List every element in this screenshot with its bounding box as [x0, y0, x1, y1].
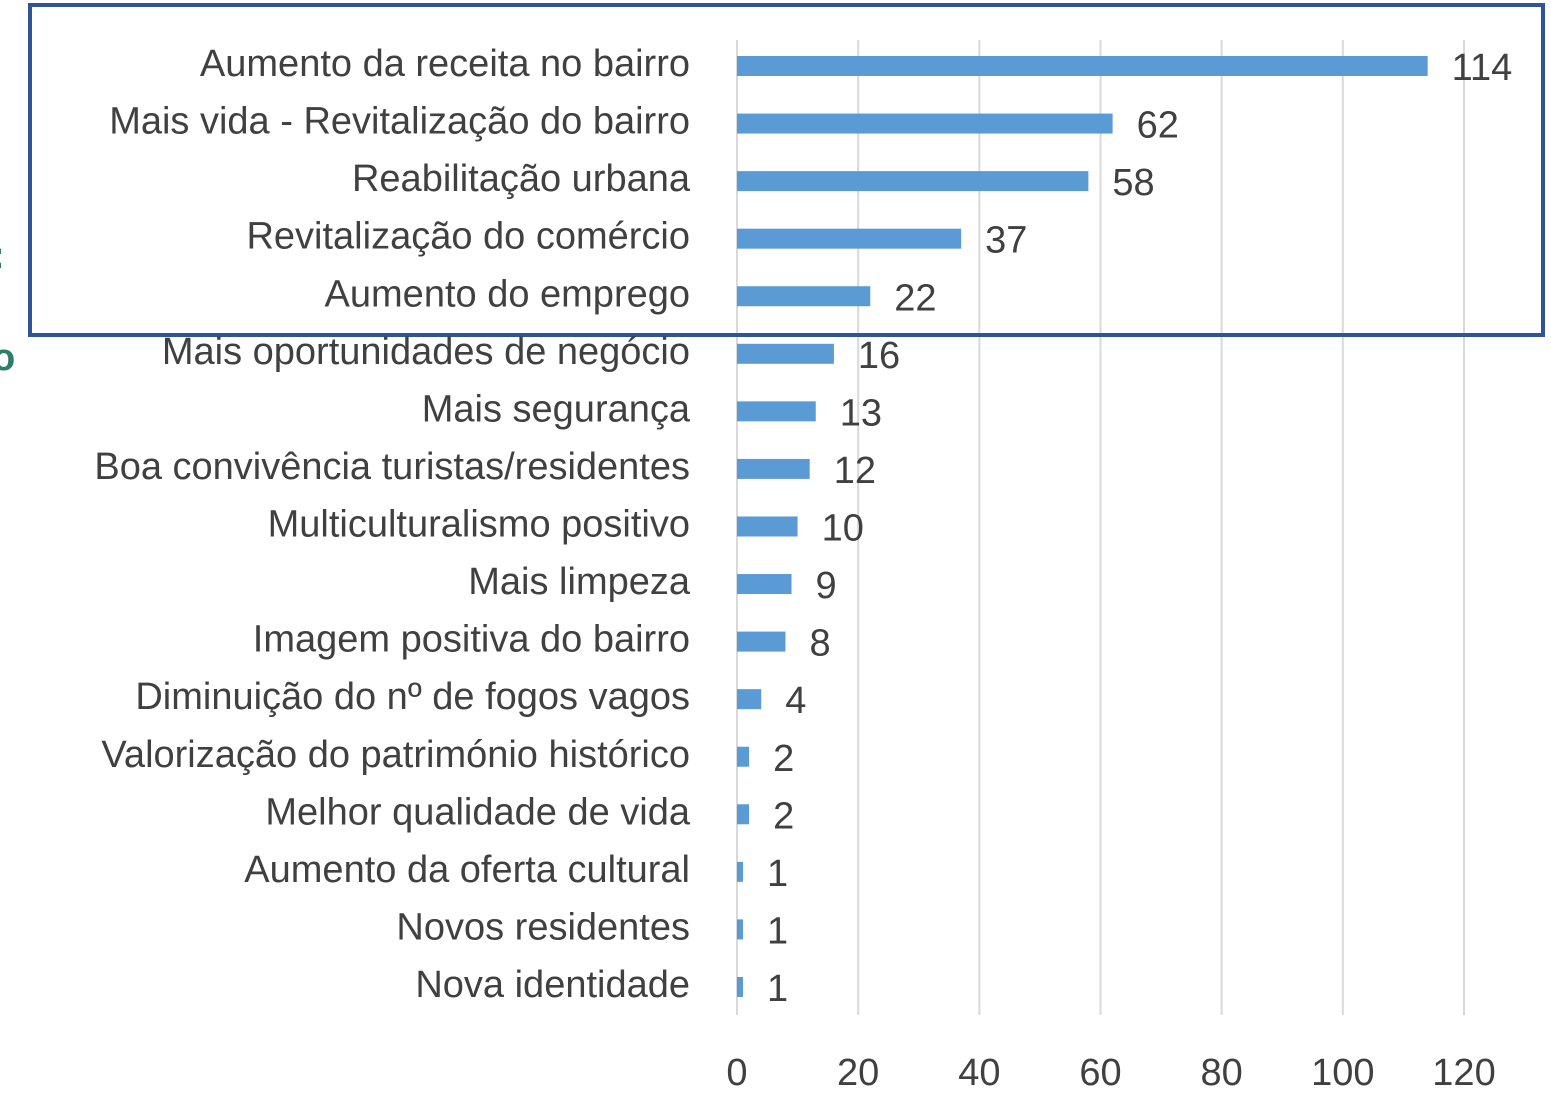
y-tick-label: Aumento da oferta cultural	[244, 849, 690, 891]
x-tick-label: 20	[837, 1052, 879, 1092]
value-label: 1	[767, 853, 788, 895]
x-tick-label: 100	[1311, 1052, 1374, 1092]
y-tick-label: Revitalização do comércio	[246, 216, 690, 258]
y-tick-label: Mais segurança	[422, 388, 691, 430]
y-tick-label: Mais limpeza	[468, 561, 691, 603]
value-label: 10	[822, 508, 864, 550]
y-tick-label: Aumento da receita no bairro	[200, 43, 690, 85]
value-label: 9	[816, 565, 837, 607]
y-tick-label: Aumento do emprego	[325, 273, 690, 315]
bar	[737, 171, 1089, 192]
value-label: 37	[985, 220, 1027, 262]
bar	[737, 689, 762, 710]
y-tick-label: Diminuição do nº de fogos vagos	[135, 676, 690, 718]
x-tick-label: 40	[958, 1052, 1000, 1092]
bar	[737, 228, 962, 249]
y-tick-label: Reabilitação urbana	[352, 158, 691, 200]
value-label: 1	[767, 910, 788, 952]
value-label: 22	[894, 277, 936, 319]
bar	[737, 56, 1428, 76]
value-label: 16	[858, 335, 900, 377]
bar	[737, 919, 744, 940]
bar	[737, 746, 750, 767]
bar	[737, 574, 792, 595]
y-tick-label: Imagem positiva do bairro	[253, 619, 690, 661]
bar	[737, 458, 810, 479]
y-tick-label: Multiculturalismo positivo	[268, 504, 690, 546]
y-tick-label: Mais oportunidades de negócio	[162, 331, 690, 373]
bar	[737, 113, 1113, 134]
bar	[737, 343, 834, 364]
value-label: 8	[809, 623, 830, 665]
x-tick-label: 60	[1079, 1052, 1121, 1092]
value-label: 2	[773, 795, 794, 837]
bar	[737, 516, 798, 537]
x-tick-label: 0	[726, 1052, 747, 1092]
y-tick-label: Novos residentes	[396, 906, 690, 948]
value-label: 4	[785, 680, 806, 722]
bar	[737, 631, 786, 652]
value-label: 114	[1452, 47, 1513, 89]
value-label: 2	[773, 738, 794, 780]
y-tick-label: Melhor qualidade de vida	[265, 791, 690, 833]
highlight-box	[28, 3, 1545, 337]
bar	[737, 286, 871, 307]
x-tick-label: 80	[1201, 1052, 1243, 1092]
value-label: 62	[1137, 105, 1179, 147]
bar	[737, 401, 816, 422]
value-label: 12	[834, 450, 876, 492]
x-tick-label: 120	[1432, 1052, 1495, 1092]
cut-off-text: :	[0, 235, 5, 277]
y-tick-label: Boa convivência turistas/residentes	[94, 446, 690, 488]
bar	[737, 861, 744, 882]
y-tick-label: Valorização do património histórico	[101, 734, 690, 776]
cut-off-text: o	[0, 337, 15, 379]
value-label: 13	[840, 392, 882, 434]
y-tick-label: Mais vida - Revitalização do bairro	[109, 101, 690, 143]
bar	[737, 976, 744, 997]
y-tick-label: Nova identidade	[415, 964, 690, 1006]
value-label: 58	[1112, 162, 1154, 204]
value-label: 1	[767, 968, 788, 1010]
bar	[737, 804, 750, 825]
